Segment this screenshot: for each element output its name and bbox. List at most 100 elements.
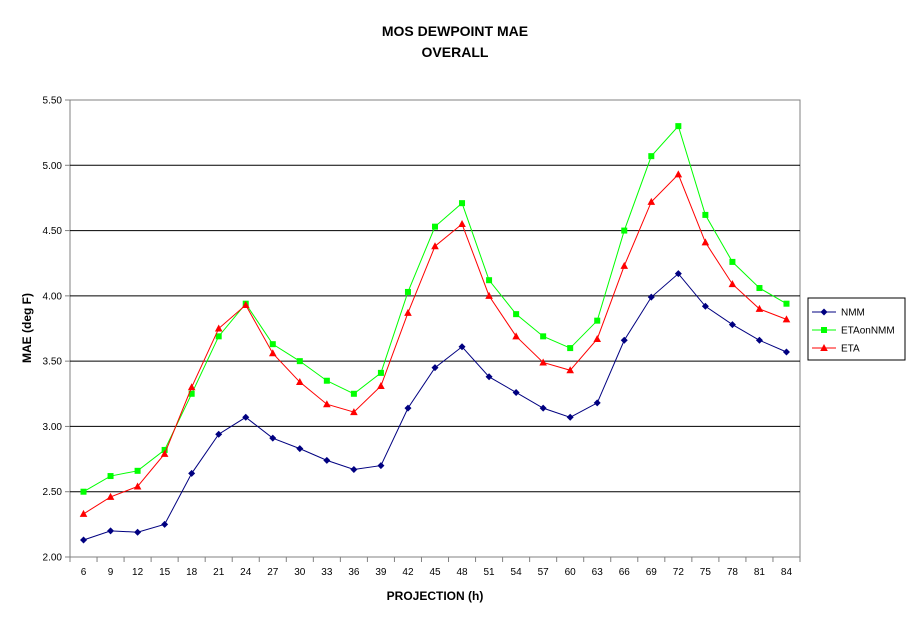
data-point-nmm: [647, 293, 655, 301]
data-point-nmm: [350, 466, 358, 474]
data-point-etaonnmm: [432, 223, 438, 230]
data-point-nmm: [215, 430, 223, 438]
x-tick-label: 48: [456, 567, 468, 578]
data-point-etaonnmm: [594, 317, 601, 324]
y-tick-label: 4.00: [43, 291, 63, 302]
data-point-nmm: [620, 336, 628, 344]
data-point-eta: [593, 334, 602, 342]
data-point-etaonnmm: [621, 227, 628, 234]
data-point-etaonnmm: [80, 488, 87, 495]
data-point-eta: [214, 324, 223, 332]
data-point-eta: [647, 197, 656, 205]
data-point-eta: [296, 378, 304, 386]
data-point-etaonnmm: [675, 123, 682, 130]
data-point-etaonnmm: [459, 200, 466, 207]
x-tick-label: 33: [321, 567, 333, 578]
data-point-nmm: [80, 536, 88, 544]
x-tick-label: 9: [108, 567, 114, 578]
x-tick-label: 15: [159, 567, 171, 578]
data-point-etaonnmm: [296, 358, 303, 365]
legend: NMM ETAonNMM ETA: [807, 297, 906, 361]
x-tick-label: 27: [267, 567, 279, 578]
series-nmm: [80, 270, 790, 544]
x-axis-label: PROJECTION (h): [387, 589, 484, 603]
data-point-eta: [782, 315, 791, 323]
data-point-etaonnmm: [729, 258, 736, 265]
data-point-etaonnmm: [107, 473, 114, 480]
data-point-eta: [539, 358, 547, 366]
x-tick-label: 42: [402, 567, 414, 578]
data-point-etaonnmm: [188, 390, 195, 397]
data-point-nmm: [296, 445, 304, 453]
x-tick-label: 30: [294, 567, 306, 578]
series-group: [79, 123, 791, 544]
data-point-nmm: [161, 520, 169, 528]
data-point-etaonnmm: [702, 211, 709, 218]
x-tick-label: 69: [646, 567, 658, 578]
data-point-eta: [323, 400, 331, 408]
data-point-nmm: [377, 462, 385, 470]
chart-subtitle: OVERALL: [422, 44, 489, 60]
x-tick-label: 24: [240, 567, 252, 578]
data-point-nmm: [242, 413, 250, 421]
data-point-etaonnmm: [269, 341, 276, 348]
series-eta: [79, 170, 791, 517]
data-point-eta: [377, 381, 385, 389]
data-point-nmm: [323, 456, 331, 464]
data-point-eta: [728, 280, 737, 288]
data-point-nmm: [269, 434, 277, 442]
y-tick-label: 5.00: [43, 161, 63, 172]
data-point-nmm: [539, 404, 547, 412]
data-point-etaonnmm: [404, 288, 411, 295]
y-tick-label: 3.50: [43, 357, 63, 368]
data-point-nmm: [782, 348, 790, 356]
data-point-eta: [404, 308, 412, 316]
x-tick-label: 45: [429, 567, 441, 578]
data-point-nmm: [674, 270, 682, 278]
legend-item-eta: ETA: [812, 344, 860, 355]
data-point-nmm: [134, 528, 142, 536]
x-tick-label: 36: [348, 567, 360, 578]
x-tick-label: 78: [727, 567, 739, 578]
data-point-nmm: [566, 413, 574, 421]
data-point-etaonnmm: [648, 153, 655, 160]
data-point-nmm: [728, 321, 736, 329]
x-tick-label: 84: [781, 567, 793, 578]
legend-label: NMM: [841, 308, 865, 319]
legend-marker: [820, 344, 828, 351]
data-point-eta: [79, 509, 88, 517]
data-point-eta: [133, 482, 142, 490]
data-point-etaonnmm: [756, 285, 763, 292]
data-point-etaonnmm: [513, 311, 520, 318]
data-point-eta: [458, 220, 466, 228]
data-point-eta: [350, 408, 358, 416]
data-point-eta: [674, 170, 683, 178]
data-point-eta: [431, 242, 439, 250]
x-tick-label: 60: [565, 567, 577, 578]
x-tick-label: 54: [511, 567, 523, 578]
data-point-eta: [485, 291, 493, 299]
y-tick-label: 2.00: [43, 553, 63, 564]
x-tick-label: 18: [186, 567, 198, 578]
data-point-nmm: [485, 373, 493, 381]
y-tick-label: 2.50: [43, 487, 63, 498]
series-etaonnmm: [80, 123, 790, 495]
data-point-nmm: [404, 404, 412, 412]
gridlines: [70, 164, 800, 493]
x-tick-label: 39: [375, 567, 387, 578]
x-tick-label: 72: [673, 567, 685, 578]
data-point-etaonnmm: [567, 345, 574, 352]
x-tick-label: 12: [132, 567, 144, 578]
data-point-eta: [566, 366, 574, 374]
data-point-nmm: [188, 469, 196, 477]
legend-label: ETA: [841, 344, 860, 355]
x-tick-label: 57: [538, 567, 550, 578]
legend-item-nmm: NMM: [812, 308, 865, 319]
data-point-etaonnmm: [215, 333, 222, 340]
data-point-nmm: [755, 336, 763, 344]
data-point-etaonnmm: [486, 277, 493, 284]
data-point-eta: [106, 492, 115, 500]
y-tick-label: 3.00: [43, 422, 63, 433]
legend-label: ETAonNMM: [841, 326, 895, 337]
